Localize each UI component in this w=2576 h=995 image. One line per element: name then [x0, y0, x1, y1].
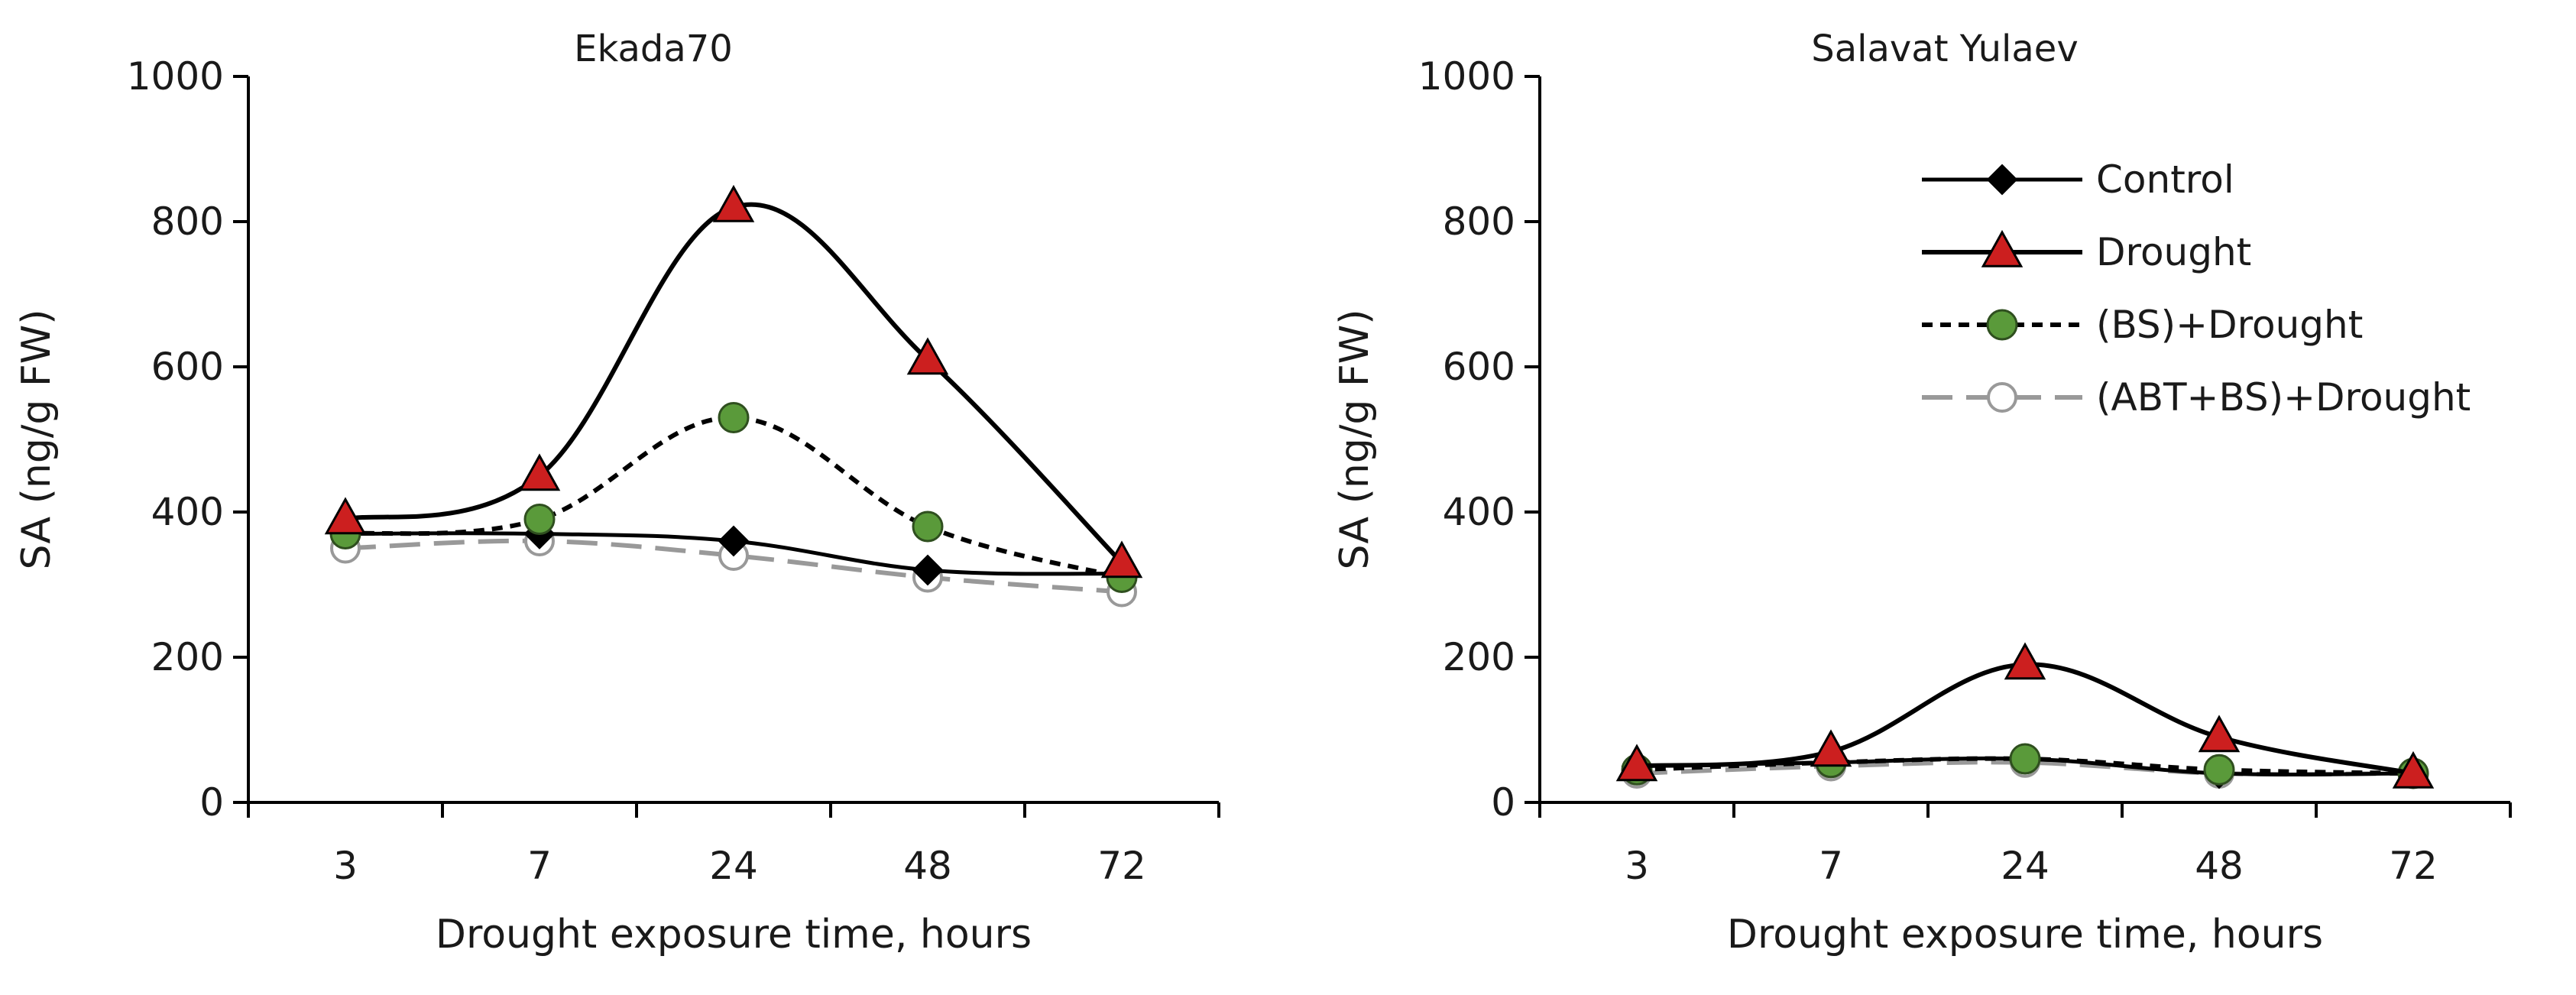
legend-marker-drought	[1981, 229, 2024, 267]
legend-marker-abt-bs-drought	[1987, 382, 2017, 413]
chart-title: Ekada70	[574, 28, 733, 70]
series-drought	[324, 184, 1143, 579]
y-axis-title: SA (ng/g FW)	[1332, 310, 1378, 570]
series-bs-drought	[1621, 743, 2429, 789]
data-point-bs-drought	[912, 510, 944, 543]
legend-label: (ABT+BS)+Drought	[2096, 375, 2471, 420]
legend-item-abt-bs-drought: (ABT+BS)+Drought	[1922, 375, 2471, 420]
legend-marker-control	[1986, 164, 2018, 196]
data-point-bs-drought	[523, 504, 556, 535]
data-point-control	[718, 525, 750, 557]
x-tick-label: 72	[1097, 844, 1146, 888]
x-tick-label: 72	[2389, 844, 2438, 888]
data-point-drought	[2392, 750, 2435, 789]
series-line-drought	[345, 202, 1124, 565]
x-tick-label: 3	[1625, 844, 1649, 888]
x-tick-label: 3	[333, 844, 358, 888]
y-tick-label: 1000	[127, 54, 224, 99]
data-point-bs-drought	[2203, 754, 2235, 786]
data-point-bs-drought	[2009, 743, 2041, 775]
x-tick-label: 24	[709, 844, 758, 888]
legend-item-bs-drought: (BS)+Drought	[1922, 303, 2363, 347]
legend: Control Drought (BS)+Drought (ABT+BS)+Droug…	[1922, 157, 2471, 420]
chart-title: Salavat Yulaev	[1811, 28, 2078, 70]
y-tick-label: 400	[151, 490, 224, 534]
x-tick-label: 7	[527, 844, 552, 888]
y-tick-label: 200	[151, 635, 224, 679]
legend-marker-bs-drought	[1986, 309, 2018, 341]
y-tick-label: 1000	[1418, 54, 1515, 99]
y-axis-title: SA (ng/g FW)	[14, 310, 60, 570]
y-tick-label: 600	[1443, 345, 1515, 389]
data-point-control	[912, 554, 944, 586]
data-point-drought	[1100, 540, 1143, 579]
x-tick-label: 48	[2195, 844, 2244, 888]
y-tick-label: 800	[151, 199, 224, 244]
legend-label: Drought	[2096, 230, 2251, 274]
x-tick-label: 7	[1819, 844, 1843, 888]
chart-panel-1: Ekada70 0 200 400 600 800 1000 3 7 24 48 72 Drought …	[14, 28, 1220, 958]
legend-label: (BS)+Drought	[2096, 303, 2363, 347]
data-point-drought	[518, 453, 561, 491]
chart-panel-2: Salavat Yulaev 0 200 400 600 800 1000 3 7 24 48 72 D…	[1332, 28, 2512, 958]
data-point-drought	[1810, 729, 1852, 767]
x-axis-title: Drought exposure time, hours	[1727, 912, 2323, 958]
y-tick-label: 400	[1443, 490, 1515, 534]
data-point-drought	[2004, 642, 2046, 680]
y-tick-label: 200	[1443, 635, 1515, 679]
data-point-drought	[712, 184, 755, 222]
y-tick-label: 0	[199, 780, 224, 825]
x-tick-label: 48	[903, 844, 952, 888]
y-tick-label: 0	[1491, 780, 1515, 825]
legend-label: Control	[2096, 157, 2234, 202]
data-point-drought	[1615, 744, 1658, 782]
legend-item-control: Control	[1922, 157, 2234, 202]
data-point-drought	[906, 337, 949, 375]
x-axis-title: Drought exposure time, hours	[436, 912, 1032, 958]
y-tick-label: 600	[151, 345, 224, 389]
legend-item-drought: Drought	[1922, 229, 2251, 274]
data-point-bs-drought	[718, 402, 750, 433]
x-tick-label: 24	[2001, 844, 2049, 888]
y-tick-label: 800	[1443, 199, 1515, 244]
data-point-drought	[324, 497, 367, 535]
series-line-bs-drought	[345, 415, 1123, 580]
series-drought	[1615, 642, 2435, 789]
data-point-drought	[2198, 715, 2241, 753]
